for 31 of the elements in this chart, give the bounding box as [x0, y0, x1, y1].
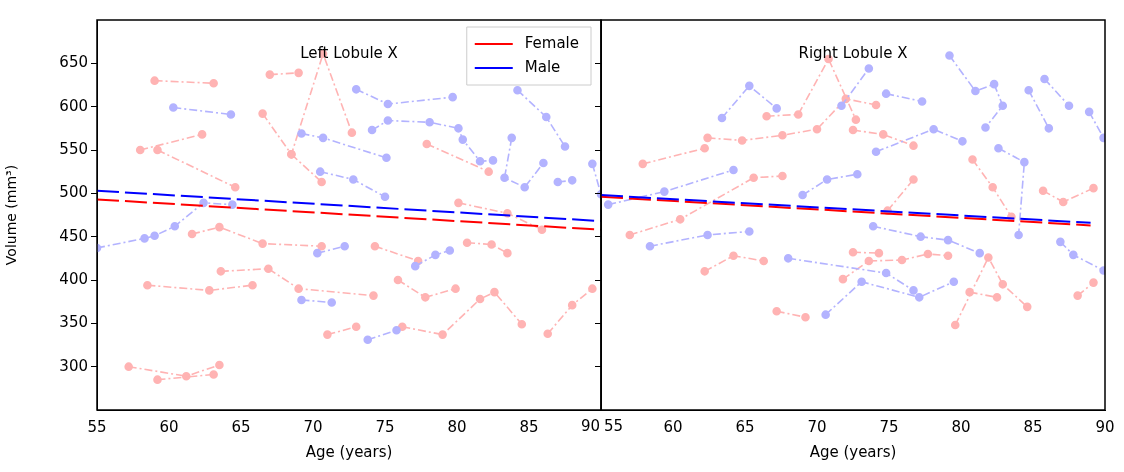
x-tick-label: 90 [1095, 417, 1115, 436]
x-tick-label: 75 [375, 417, 395, 436]
x-tick-label: 60 [663, 417, 683, 436]
y-axis-title: Volume (mm³) [3, 164, 20, 266]
text: Left Lobule X [300, 43, 398, 62]
x-tick-label: 75 [879, 417, 899, 436]
x-axis-title: Age (years) [809, 442, 897, 461]
x-tick-label: 60 [159, 417, 179, 436]
y-tick-label: 400 [59, 269, 88, 288]
y-tick-label: 650 [59, 53, 88, 72]
x-tick-label: 65 [231, 417, 251, 436]
x-tick-label: 70 [807, 417, 827, 436]
y-tick-label: 550 [59, 139, 88, 158]
y-tick-label: 500 [59, 183, 88, 202]
y-tick-label: 350 [59, 313, 88, 332]
x-tick-label: 85 [519, 417, 539, 436]
x-axis-title: Age (years) [305, 442, 393, 461]
x-tick-label: 90 [580, 417, 600, 436]
legend-label: Male [524, 57, 561, 76]
y-tick-label: 450 [59, 226, 88, 245]
x-tick-label: 70 [303, 417, 323, 436]
legend-label: Female [524, 33, 580, 52]
x-tick-label: 85 [1023, 417, 1043, 436]
y-tick-label: 600 [59, 96, 88, 115]
text: Right Lobule X [798, 43, 908, 62]
x-tick-label: 55 [604, 417, 624, 436]
y-tick-label: 300 [59, 356, 88, 375]
x-tick-label: 80 [447, 417, 467, 436]
x-tick-label: 80 [951, 417, 971, 436]
x-tick-label: 65 [735, 417, 755, 436]
x-tick-label: 55 [87, 417, 107, 436]
